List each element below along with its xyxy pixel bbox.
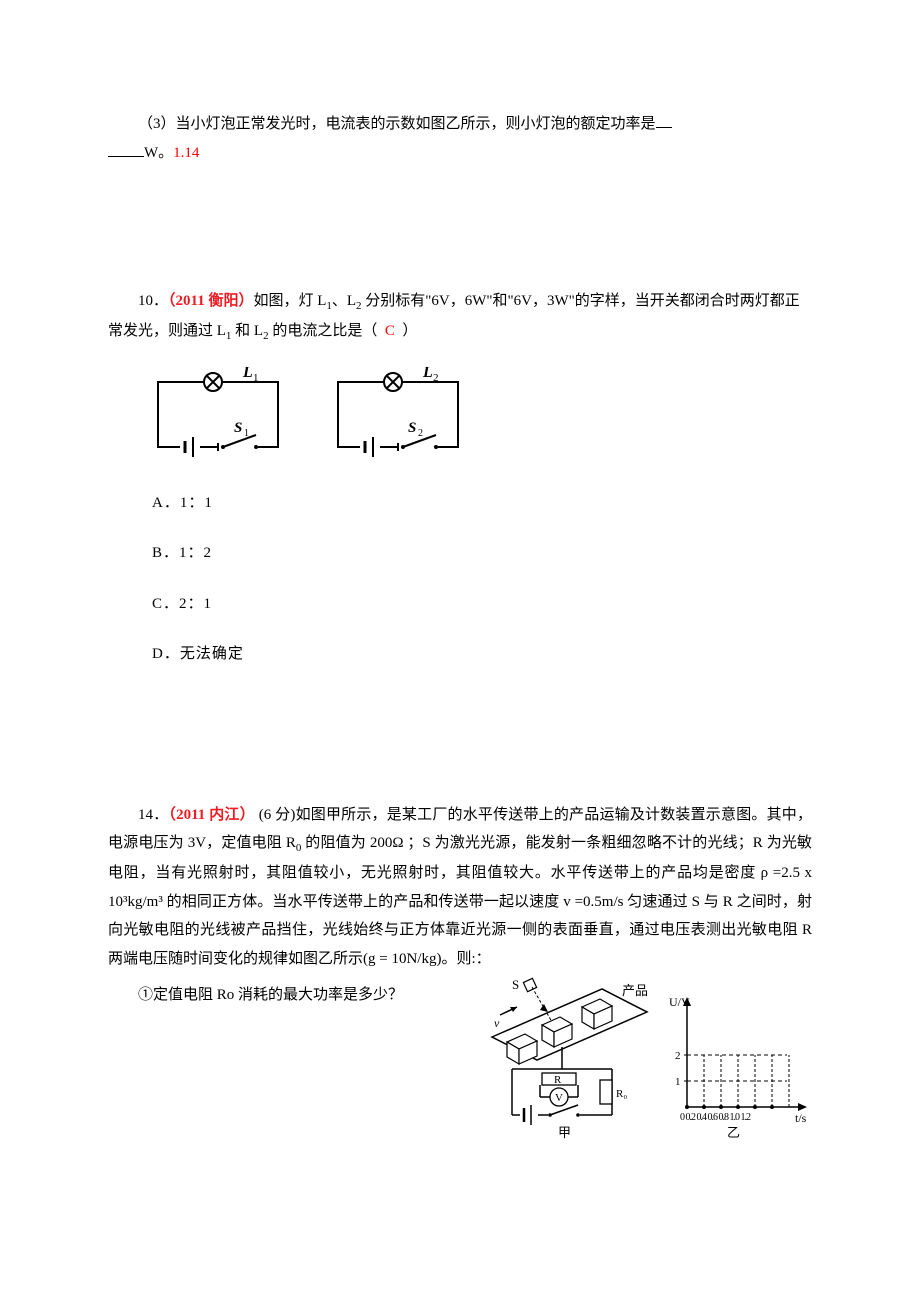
svg-text:U/V: U/V: [669, 995, 690, 1009]
q3-blank2: [108, 156, 144, 157]
q10-tg: ）: [402, 323, 417, 339]
svg-text:产品: 产品: [622, 983, 648, 998]
q3-text-a: （3）当小灯泡正常发光时，电流表的示数如图乙所示，则小灯泡的额定功率是: [138, 116, 656, 132]
circuit-l2: L 2 S 2: [328, 367, 478, 467]
q10-opt-b: B．1：2: [152, 539, 812, 568]
q14-diagram: S 产品 v: [482, 977, 812, 1147]
svg-text:t/s: t/s: [795, 1111, 807, 1125]
q14-num: 14．: [138, 807, 168, 823]
svg-text:2: 2: [433, 372, 439, 384]
q14-q1-text: ①定值电阻 Ro 消耗的最大功率是多少？: [138, 987, 403, 1003]
svg-text:1: 1: [675, 1076, 681, 1088]
q3-text: （3）当小灯泡正常发光时，电流表的示数如图乙所示，则小灯泡的额定功率是: [108, 110, 812, 139]
svg-text:0 0.2 0.4 0.6 0.8 1.0 1.2: 0 0.2 0.4 0.6 0.8 1.0 1.2: [680, 1112, 751, 1123]
q3-text-b: W。: [144, 145, 173, 161]
svg-text:S: S: [234, 420, 242, 436]
q10-options: A．1：1 B．1：2 C．2：1 D．无法确定: [152, 489, 812, 669]
q10-stem: 10．（2011 衡阳）如图，灯 L1、L2 分别标有"6V，6W"和"6V，3…: [108, 287, 812, 347]
svg-text:2: 2: [418, 428, 423, 439]
q3-block: （3）当小灯泡正常发光时，电流表的示数如图乙所示，则小灯泡的额定功率是 W。1.…: [108, 110, 812, 167]
q10-tb: 、L: [332, 293, 356, 309]
svg-text:1: 1: [244, 428, 249, 439]
q14-block: 14．（2011 内江） (6 分)如图甲所示，是某工厂的水平传送带上的产品运输…: [108, 801, 812, 1158]
q14-source: （2011 内江）: [168, 807, 254, 823]
q14-p1b: 的阻值为 200Ω ；S 为激光光源，能发射一条粗细忽略不计的光线；R 为光敏电…: [108, 835, 812, 966]
circuit-figures: L 1 S 1 L 2: [148, 367, 812, 467]
q10-td: 和 L: [231, 323, 263, 339]
circuit-l1: L 1 S 1: [148, 367, 298, 467]
q3-blank1: [656, 127, 672, 128]
svg-text:V: V: [555, 1092, 563, 1104]
q14-figure: S 产品 v: [482, 977, 812, 1158]
svg-text:甲: 甲: [558, 1125, 571, 1140]
svg-text:R₀: R₀: [616, 1088, 627, 1100]
svg-text:v: v: [494, 1016, 500, 1030]
q10-ta: 如图，灯 L: [253, 293, 326, 309]
q3-line2: W。1.14: [108, 139, 812, 168]
svg-text:S: S: [408, 420, 416, 436]
q10-source: （2011 衡阳）: [168, 293, 253, 309]
svg-text:乙: 乙: [727, 1125, 740, 1140]
q10-opt-c: C．2：1: [152, 590, 812, 619]
q14-stem: 14．（2011 内江） (6 分)如图甲所示，是某工厂的水平传送带上的产品运输…: [108, 801, 812, 973]
svg-text:L: L: [242, 367, 253, 381]
svg-text:L: L: [422, 367, 433, 381]
q14-pts: (6 分): [255, 807, 296, 823]
q10-block: 10．（2011 衡阳）如图，灯 L1、L2 分别标有"6V，6W"和"6V，3…: [108, 287, 812, 669]
q10-te: 的电流之比是（: [269, 323, 378, 339]
svg-text:1: 1: [253, 372, 259, 384]
q10-num: 10．: [138, 293, 168, 309]
svg-text:S: S: [512, 977, 519, 992]
q10-opt-d: D．无法确定: [152, 640, 812, 669]
q10-answer: C: [385, 323, 395, 339]
svg-text:2: 2: [675, 1050, 681, 1062]
svg-text:R: R: [554, 1074, 562, 1086]
q10-opt-a: A．1：1: [152, 489, 812, 518]
q3-answer: 1.14: [173, 145, 199, 161]
